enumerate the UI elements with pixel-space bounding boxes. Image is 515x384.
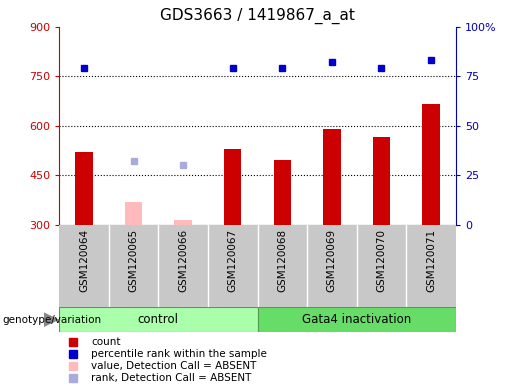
Bar xyxy=(75,152,93,225)
Text: percentile rank within the sample: percentile rank within the sample xyxy=(91,349,267,359)
Bar xyxy=(373,137,390,225)
Text: GSM120067: GSM120067 xyxy=(228,229,238,292)
Text: GSM120069: GSM120069 xyxy=(327,229,337,292)
Bar xyxy=(273,161,291,225)
Text: count: count xyxy=(91,337,121,347)
Text: GSM120070: GSM120070 xyxy=(376,229,386,292)
Text: value, Detection Call = ABSENT: value, Detection Call = ABSENT xyxy=(91,361,256,371)
Text: Gata4 inactivation: Gata4 inactivation xyxy=(302,313,411,326)
Bar xyxy=(175,220,192,225)
Bar xyxy=(422,104,440,225)
Polygon shape xyxy=(44,312,59,327)
Text: GSM120068: GSM120068 xyxy=(277,229,287,292)
Bar xyxy=(224,149,242,225)
Text: rank, Detection Call = ABSENT: rank, Detection Call = ABSENT xyxy=(91,373,252,383)
Bar xyxy=(59,307,258,332)
Text: control: control xyxy=(138,313,179,326)
Text: GSM120064: GSM120064 xyxy=(79,229,89,292)
Text: GSM120066: GSM120066 xyxy=(178,229,188,292)
Bar xyxy=(125,202,142,225)
Bar xyxy=(258,307,456,332)
Text: GSM120065: GSM120065 xyxy=(129,229,139,292)
Text: GSM120071: GSM120071 xyxy=(426,229,436,292)
Text: genotype/variation: genotype/variation xyxy=(3,314,101,325)
Bar xyxy=(323,129,340,225)
Title: GDS3663 / 1419867_a_at: GDS3663 / 1419867_a_at xyxy=(160,8,355,24)
